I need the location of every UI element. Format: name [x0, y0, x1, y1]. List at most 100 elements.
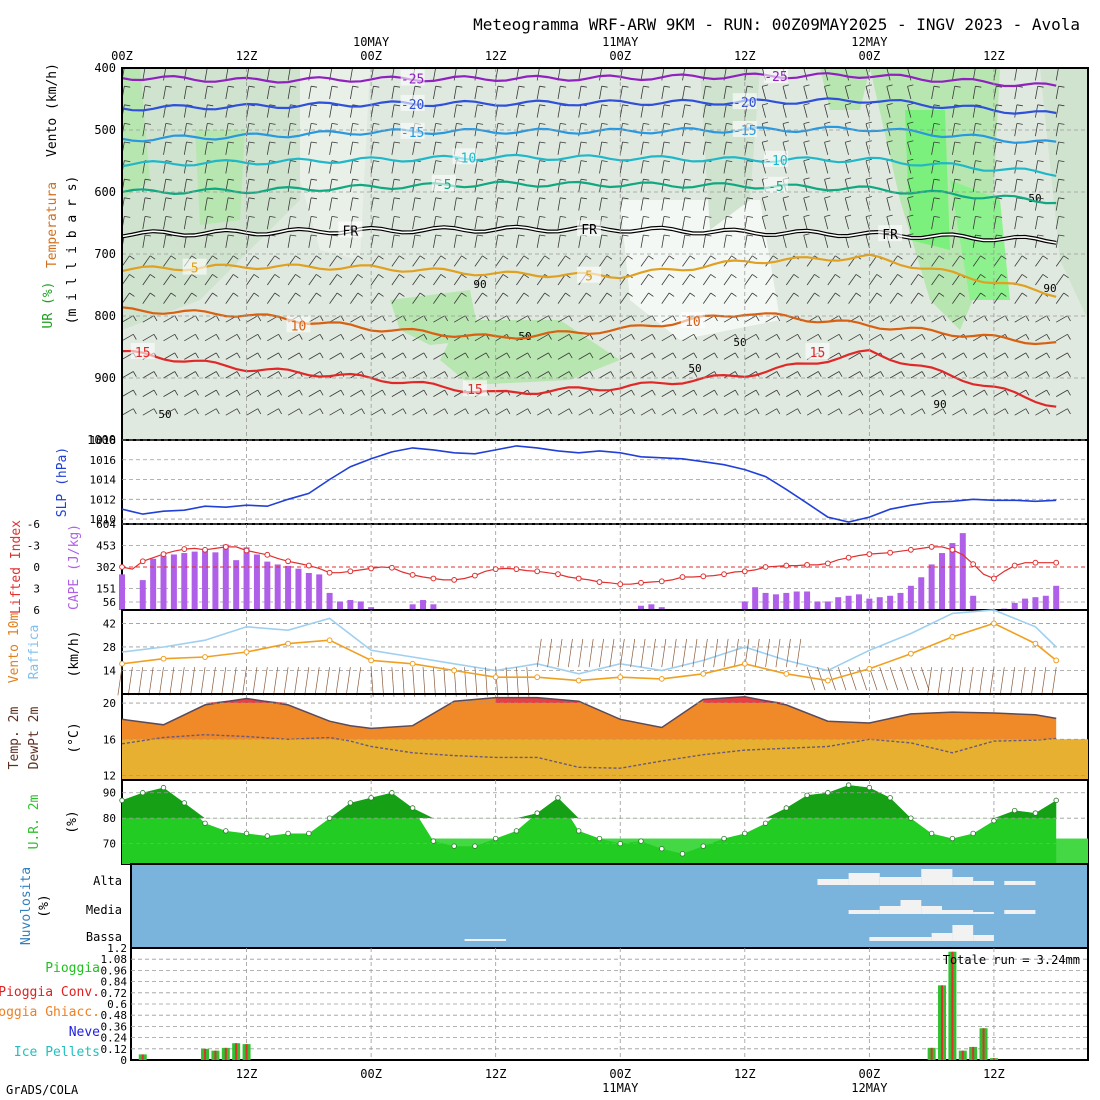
wind-barb — [682, 141, 691, 155]
cape-bar — [1022, 598, 1029, 610]
wind-barb — [412, 333, 428, 342]
wind-tick-label: 42 — [103, 617, 116, 630]
time-tick-label: 12Z — [734, 1067, 756, 1081]
slp-tick-label: 1016 — [90, 454, 117, 467]
cape-tick-label: 453 — [96, 540, 116, 553]
wind-barb — [557, 371, 573, 379]
cloud-cover-block — [869, 937, 932, 941]
cape-bar — [139, 580, 146, 610]
wind-barb — [640, 389, 656, 397]
rh-tick-label: 90 — [103, 787, 116, 800]
wind-barb — [370, 352, 386, 360]
wind-barb — [599, 85, 608, 100]
wind-barb — [952, 352, 968, 360]
rh-point — [762, 820, 769, 826]
wind-barb — [1056, 389, 1071, 397]
isotherm-label: -10 — [764, 154, 787, 169]
wind-barb — [287, 123, 297, 137]
wind-barb — [786, 333, 801, 342]
wind-barb — [516, 408, 532, 416]
rh-point — [991, 818, 997, 824]
slp-axis-label: SLP (hPa) — [55, 447, 70, 517]
li-point — [991, 575, 997, 582]
date-label: 12MAY — [851, 35, 888, 49]
wind-barb — [931, 389, 947, 397]
wind-barb — [744, 389, 760, 397]
wind-barb — [889, 389, 905, 397]
isotherm-label-bg — [878, 225, 903, 242]
wind-barb — [803, 233, 810, 248]
wind-barb — [308, 292, 322, 304]
wind-barb — [122, 274, 135, 286]
wind-barb — [246, 141, 255, 155]
wind-arrow — [547, 638, 553, 668]
li-point — [970, 561, 977, 568]
wind-barb — [993, 255, 1007, 267]
cape-bar — [658, 607, 665, 610]
wind-barb — [824, 196, 831, 211]
isotherm-label-bg — [182, 258, 207, 275]
wind-barb — [204, 292, 218, 304]
wind-barb — [474, 352, 490, 360]
wind-barb — [620, 352, 635, 360]
wind-barb — [803, 158, 810, 174]
rh-tick-label: 80 — [103, 812, 116, 825]
wind-point — [658, 675, 665, 682]
wind-barb — [225, 333, 241, 342]
li-point — [347, 568, 354, 575]
li-point — [783, 562, 790, 569]
wind-point — [617, 674, 624, 681]
li-point — [824, 560, 831, 567]
wind-barb — [391, 234, 401, 248]
cloud-cover-block — [931, 933, 953, 941]
wind-barb — [557, 178, 567, 193]
rh-high-band — [122, 785, 1057, 819]
wind-barb — [412, 216, 421, 230]
isotherm-label-bg — [400, 94, 425, 111]
li-point — [222, 544, 229, 550]
wind-barb — [329, 315, 345, 323]
rh-point — [742, 830, 748, 837]
wind-arrow — [682, 638, 687, 668]
wind-barb — [370, 160, 380, 174]
date-label: 11MAY — [602, 35, 639, 49]
wind-barb — [803, 196, 810, 211]
wind-barb — [848, 352, 864, 360]
wind-barb — [474, 85, 484, 100]
precip-conv-bar — [941, 985, 944, 1060]
wind-barb — [889, 333, 905, 342]
wind-barb — [972, 315, 988, 323]
wind-barb — [516, 234, 525, 248]
li-point — [181, 546, 188, 552]
wind-barb — [640, 315, 656, 323]
wind-barb — [972, 371, 988, 379]
wind-barb — [246, 197, 255, 211]
wind-barb — [350, 85, 359, 100]
wind-barb — [1055, 104, 1065, 118]
wind-barb — [350, 292, 363, 304]
wind-barb — [620, 333, 635, 342]
wind-barb — [824, 84, 831, 100]
wind-arrow — [1010, 667, 1016, 696]
time-tick-label: 12Z — [236, 1067, 258, 1081]
wind-barb — [910, 352, 926, 360]
cloud-axis-label: Nuvolosita — [19, 867, 34, 945]
li-axis-label: Lifted Index — [9, 520, 24, 614]
wind-barb — [557, 292, 571, 304]
wind-arrow — [190, 667, 196, 696]
wind-barb — [163, 216, 172, 230]
li-point — [202, 546, 208, 553]
isotherm-label-bg — [732, 93, 757, 110]
li-point — [285, 558, 291, 565]
cape-tick-label: 56 — [103, 596, 116, 609]
wind-barb — [287, 197, 297, 211]
li-point — [534, 568, 541, 575]
isotherm-label-bg — [286, 316, 311, 333]
wind-barb — [599, 141, 608, 155]
li-point — [638, 579, 644, 586]
wind-barb — [495, 371, 511, 379]
wind-barb — [640, 197, 650, 211]
wind-barb — [453, 352, 469, 360]
wind-arrow — [505, 667, 509, 697]
rh-point — [223, 828, 229, 834]
